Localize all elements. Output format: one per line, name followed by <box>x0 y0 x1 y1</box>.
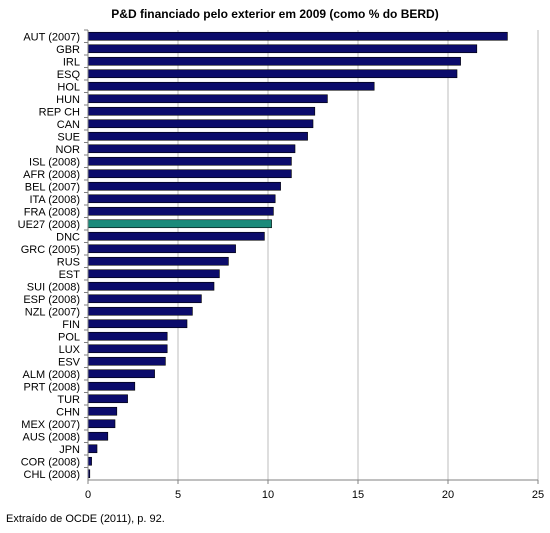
source-note: Extraído de OCDE (2011), p. 92. <box>6 513 165 525</box>
bar-prt-2008 <box>87 381 136 391</box>
bar-fra-2008 <box>87 206 274 216</box>
bar-aut-2007 <box>87 31 508 41</box>
category-label: ITA (2008) <box>29 194 80 206</box>
bar-jpn <box>87 444 98 454</box>
category-label: CHN <box>56 406 80 418</box>
x-tick-label: 25 <box>532 489 544 501</box>
category-label: AFR (2008) <box>23 169 80 181</box>
category-label: GBR <box>56 44 80 56</box>
category-label: RUS <box>57 256 80 268</box>
category-label: JPN <box>59 444 80 456</box>
category-label: ESV <box>58 356 81 368</box>
category-label: LUX <box>59 344 81 356</box>
axes <box>84 29 539 484</box>
category-label: REP CH <box>39 106 80 118</box>
bar-bel-2007 <box>87 181 281 191</box>
bar-afr-2008 <box>87 169 292 179</box>
category-label: HUN <box>56 94 80 106</box>
bar-irl <box>87 56 461 66</box>
bar-gbr <box>87 44 478 54</box>
bar-tur <box>87 394 128 404</box>
x-tick-label: 0 <box>85 489 91 501</box>
bar-fin <box>87 319 188 329</box>
category-label: FIN <box>62 319 80 331</box>
category-label: ESQ <box>57 69 81 81</box>
bars <box>87 31 508 479</box>
bar-ita-2008 <box>87 194 276 204</box>
category-label: FRA (2008) <box>24 206 80 218</box>
x-tick-label: 5 <box>175 489 181 501</box>
category-label: EST <box>59 269 81 281</box>
category-label: POL <box>58 331 80 343</box>
bar-dnc <box>87 231 265 241</box>
category-label: CAN <box>57 119 80 131</box>
bar-hun <box>87 94 328 104</box>
bar-est <box>87 269 220 279</box>
bar-rus <box>87 256 229 266</box>
category-label: TUR <box>57 394 80 406</box>
category-label: PRT (2008) <box>24 381 80 393</box>
x-tick-labels: 0 5 10 15 20 25 <box>85 489 544 501</box>
bar-mex-2007 <box>87 419 116 429</box>
bar-pol <box>87 331 168 341</box>
bar-lux <box>87 344 168 354</box>
x-tick-label: 15 <box>352 489 364 501</box>
category-label: UE27 (2008) <box>18 219 80 231</box>
category-label: CHL (2008) <box>24 469 80 481</box>
bar-aus-2008 <box>87 431 109 441</box>
bar-hol <box>87 81 375 91</box>
x-tick-label: 10 <box>262 489 274 501</box>
bar-ue27-2008 <box>87 219 272 229</box>
bar-esv <box>87 356 166 366</box>
category-label: AUS (2008) <box>23 431 80 443</box>
bar-grc-2005 <box>87 244 236 254</box>
grid-lines <box>177 30 539 480</box>
category-label: NZL (2007) <box>25 306 80 318</box>
category-label: SUE <box>57 131 80 143</box>
bar-rep-ch <box>87 106 316 116</box>
bar-can <box>87 119 314 129</box>
bar-nor <box>87 144 296 154</box>
bar-chn <box>87 406 118 416</box>
bar-sue <box>87 131 308 141</box>
bar-esp-2008 <box>87 294 202 304</box>
category-label: GRC (2005) <box>21 244 80 256</box>
category-label: AUT (2007) <box>23 31 80 43</box>
bar-nzl-2007 <box>87 306 193 316</box>
category-label: ALM (2008) <box>23 369 80 381</box>
x-tick-label: 20 <box>442 489 454 501</box>
category-label: HOL <box>57 81 80 93</box>
category-label: SUI (2008) <box>27 281 80 293</box>
category-label: BEL (2007) <box>25 181 80 193</box>
bar-esq <box>87 69 458 79</box>
category-label: IRL <box>63 56 80 68</box>
category-label: DNC <box>56 231 80 243</box>
bar-cor-2008 <box>87 456 92 466</box>
category-label: ESP (2008) <box>23 294 80 306</box>
bar-alm-2008 <box>87 369 155 379</box>
bar-isl-2008 <box>87 156 292 166</box>
category-label: NOR <box>56 144 81 156</box>
category-label: MEX (2007) <box>21 419 80 431</box>
category-label: ISL (2008) <box>29 156 80 168</box>
chart-title: P&D financiado pelo exterior em 2009 (co… <box>111 7 439 21</box>
category-label: COR (2008) <box>21 456 80 468</box>
bar-sui-2008 <box>87 281 215 291</box>
